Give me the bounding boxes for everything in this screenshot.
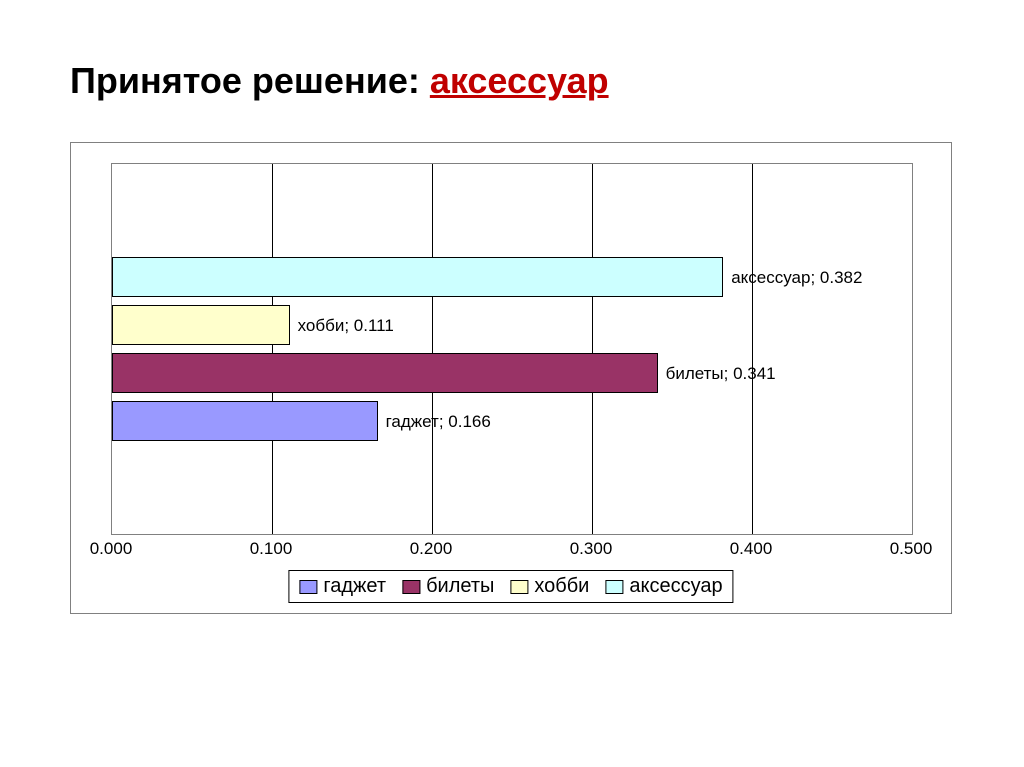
legend-item-аксессуар: аксессуар — [605, 575, 722, 598]
bar-rect — [112, 257, 723, 297]
legend-label: гаджет — [323, 575, 386, 598]
grid-line — [592, 164, 593, 534]
x-tick-label: 0.500 — [890, 539, 933, 559]
legend: гаджет билеты хобби аксессуар — [288, 570, 733, 603]
grid-line — [752, 164, 753, 534]
legend-swatch — [510, 580, 528, 594]
title-accent: аксессуар — [430, 60, 609, 101]
x-tick-label: 0.300 — [570, 539, 613, 559]
bar-rect — [112, 401, 378, 441]
legend-swatch — [402, 580, 420, 594]
bar-label: билеты; 0.341 — [666, 364, 776, 384]
legend-item-билеты: билеты — [402, 575, 494, 598]
x-tick-label: 0.100 — [250, 539, 293, 559]
bar-label: хобби; 0.111 — [298, 316, 394, 336]
title-prefix: Принятое решение: — [70, 60, 430, 101]
legend-item-хобби: хобби — [510, 575, 589, 598]
x-tick-label: 0.000 — [90, 539, 133, 559]
bar-гаджет: гаджет; 0.166 — [112, 401, 912, 441]
bar-билеты: билеты; 0.341 — [112, 353, 912, 393]
legend-label: билеты — [426, 575, 494, 598]
legend-label: хобби — [534, 575, 589, 598]
slide: Принятое решение: аксессуар гаджет; 0.16… — [0, 0, 1024, 767]
chart-container: гаджет; 0.166 билеты; 0.341 хобби; 0.111 ак… — [70, 142, 952, 614]
slide-title: Принятое решение: аксессуар — [70, 60, 954, 102]
grid-line — [432, 164, 433, 534]
bar-rect — [112, 305, 290, 345]
legend-item-гаджет: гаджет — [299, 575, 386, 598]
bar-label: аксессуар; 0.382 — [731, 268, 862, 288]
grid-line — [272, 164, 273, 534]
bar-rect — [112, 353, 658, 393]
bar-аксессуар: аксессуар; 0.382 — [112, 257, 912, 297]
legend-swatch — [605, 580, 623, 594]
x-tick-label: 0.200 — [410, 539, 453, 559]
bar-хобби: хобби; 0.111 — [112, 305, 912, 345]
legend-label: аксессуар — [629, 575, 722, 598]
legend-swatch — [299, 580, 317, 594]
plot-area: гаджет; 0.166 билеты; 0.341 хобби; 0.111 ак… — [111, 163, 913, 535]
x-tick-label: 0.400 — [730, 539, 773, 559]
bar-label: гаджет; 0.166 — [386, 412, 491, 432]
